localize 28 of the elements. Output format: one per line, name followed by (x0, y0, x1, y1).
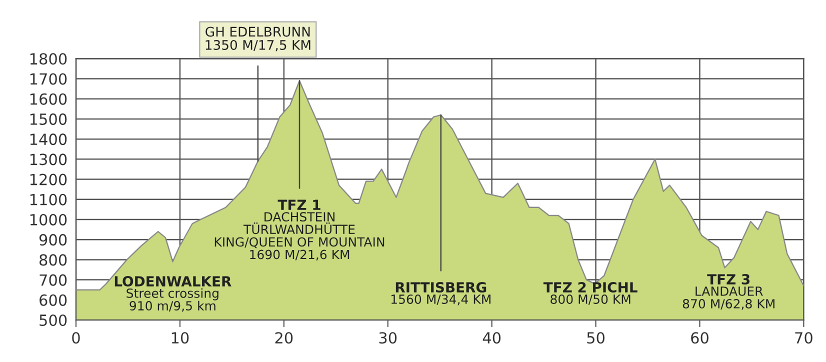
y-tick-label: 1300 (30, 154, 67, 166)
x-tick-label: 10 (172, 332, 189, 344)
annotation: TFZ 2 PICHL 800 M/50 KM (543, 282, 638, 305)
x-tick-label: 60 (691, 332, 708, 344)
annotation: TFZ 3 LANDAUER 870 M/62,8 KM (682, 274, 774, 310)
y-tick-label: 1600 (30, 93, 67, 105)
y-tick-label: 1500 (30, 113, 67, 125)
y-tick-label: 1000 (30, 214, 67, 226)
x-tick-label: 50 (587, 332, 604, 344)
y-tick-label: 500 (40, 314, 67, 326)
annotation: LODENWALKER Street crossing 910 m/9,5 km (114, 276, 232, 312)
y-tick-label: 600 (40, 294, 67, 306)
x-tick-label: 70 (795, 332, 812, 344)
y-tick-label: 800 (40, 254, 67, 266)
y-tick-label: 1700 (30, 73, 67, 85)
x-tick-label: 0 (72, 332, 80, 344)
annotation: RITTISBERG 1560 M/34,4 KM (391, 282, 490, 306)
x-tick-label: 40 (482, 332, 501, 344)
y-tick-label: 1400 (30, 134, 67, 146)
x-tick-label: 30 (379, 332, 397, 344)
y-tick-label: 700 (40, 274, 67, 286)
y-tick-label: 1100 (30, 194, 67, 206)
y-tick-label: 1200 (30, 174, 67, 186)
annotation: GH EDELBRUNN 1350 M/17,5 KM (206, 26, 310, 52)
y-tick-label: 1800 (30, 53, 67, 65)
y-tick-label: 900 (39, 234, 67, 246)
annotation: TFZ 1 DACHSTEIN TÜRLWANDHÜTTE KING/QUEEN OF MOUNTAIN 1690 M/21,6 KM (214, 200, 384, 261)
x-tick-label: 20 (275, 332, 293, 344)
